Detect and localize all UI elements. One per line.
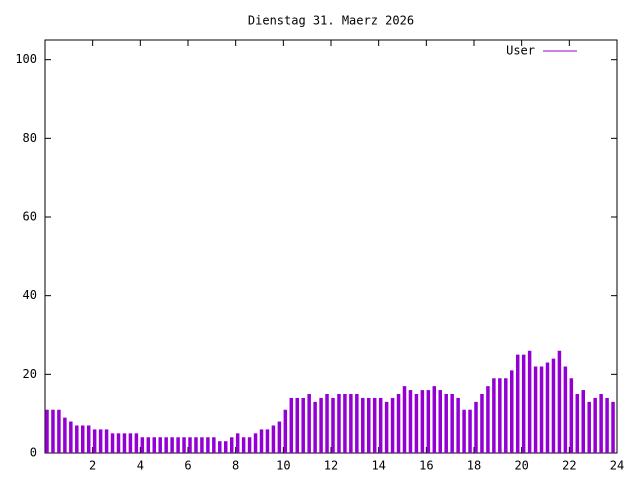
y-tick-label: 20: [23, 367, 37, 381]
x-tick-label: 6: [184, 459, 191, 473]
x-tick-label: 20: [514, 459, 528, 473]
y-tick-label: 60: [23, 210, 37, 224]
y-tick-label: 80: [23, 131, 37, 145]
y-tick-label: 40: [23, 288, 37, 302]
y-tick-label: 0: [30, 446, 37, 460]
x-tick-label: 2: [89, 459, 96, 473]
x-tick-label: 22: [562, 459, 576, 473]
x-tick-label: 24: [610, 459, 624, 473]
x-tick-label: 10: [276, 459, 290, 473]
x-tick-label: 14: [371, 459, 385, 473]
x-tick-label: 12: [324, 459, 338, 473]
x-tick-label: 4: [137, 459, 144, 473]
x-tick-label: 8: [232, 459, 239, 473]
x-tick-label: 16: [419, 459, 433, 473]
chart-title: Dienstag 31. Maerz 2026: [248, 14, 414, 28]
y-tick-label: 100: [15, 52, 37, 66]
x-tick-label: 18: [467, 459, 481, 473]
legend-label: User: [506, 44, 535, 58]
